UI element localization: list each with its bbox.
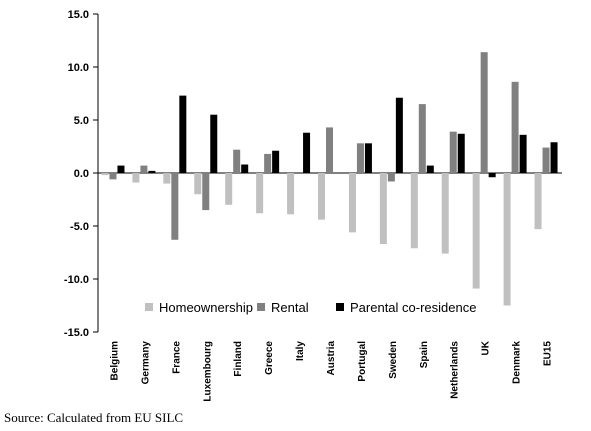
bar-parental-co-residence-france — [179, 95, 187, 173]
bar-rental-germany — [140, 165, 148, 173]
bar-parental-co-residence-denmark — [519, 134, 527, 173]
x-category-label: Netherlands — [450, 341, 461, 399]
bar-homeownership-uk — [472, 173, 480, 289]
legend-label: Parental co-residence — [350, 300, 476, 315]
bar-parental-co-residence-finland — [241, 164, 249, 173]
bar-parental-co-residence-sweden — [395, 97, 403, 173]
x-category-label: Italy — [295, 341, 306, 361]
bar-rental-luxembourg — [202, 173, 210, 211]
bar-parental-co-residence-luxembourg — [210, 114, 218, 173]
bar-parental-co-residence-uk — [488, 173, 496, 178]
legend-label: Homeownership — [159, 300, 253, 315]
x-axis-categories: Belgium Germany France Luxembourg Finland Gre… — [109, 340, 553, 401]
source-note: Source: Calculated from EU SILC — [4, 410, 184, 425]
bar-parental-co-residence-eu15 — [550, 142, 558, 173]
bar-homeownership-netherlands — [441, 173, 449, 254]
bar-rental-sweden — [387, 173, 395, 182]
x-category-label: Luxembourg — [202, 341, 213, 402]
bar-parental-co-residence-netherlands — [457, 133, 465, 173]
bar-rental-eu15 — [542, 147, 550, 173]
y-tick-label: -5.0 — [70, 221, 89, 233]
bar-rental-belgium — [109, 173, 117, 180]
x-category-label: Spain — [419, 341, 430, 368]
y-tick-label: 15.0 — [68, 9, 89, 21]
bar-chart: 15.0 10.0 5.0 0.0 -5.0 -10.0 -15.0 Belgium Germ… — [64, 9, 562, 402]
bar-rental-denmark — [511, 81, 519, 173]
bar-homeownership-germany — [132, 173, 140, 183]
x-category-label: Portugal — [357, 341, 368, 382]
bar-homeownership-france — [163, 173, 171, 184]
bar-parental-co-residence-spain — [426, 165, 434, 173]
bar-rental-greece — [264, 153, 272, 173]
bar-rental-austria — [326, 127, 333, 173]
bar-homeownership-spain — [410, 173, 418, 249]
y-tick-label: -15.0 — [64, 327, 89, 339]
x-category-label: Austria — [326, 341, 337, 376]
bar-homeownership-greece — [256, 173, 264, 214]
bar-parental-co-residence-italy — [303, 132, 311, 173]
bar-homeownership-italy — [287, 173, 295, 215]
bar-rental-netherlands — [449, 131, 457, 173]
chart-legend: Homeownership Rental Parental co-residence — [145, 300, 476, 315]
bar-rental-portugal — [356, 143, 364, 173]
chart-bars — [101, 52, 558, 306]
bar-parental-co-residence-germany — [148, 170, 156, 173]
legend-label: Rental — [271, 300, 309, 315]
bar-homeownership-luxembourg — [194, 173, 202, 195]
bar-homeownership-portugal — [348, 173, 356, 233]
x-category-label: France — [171, 341, 182, 374]
x-category-label: Greece — [264, 341, 275, 375]
x-category-label: Finland — [233, 341, 244, 377]
bar-homeownership-austria — [318, 173, 325, 220]
bar-homeownership-denmark — [503, 173, 511, 306]
x-category-label: EU15 — [543, 341, 554, 366]
bar-homeownership-sweden — [379, 173, 387, 245]
bar-homeownership-finland — [225, 173, 233, 205]
x-category-label: UK — [481, 340, 492, 355]
bar-rental-finland — [233, 149, 241, 173]
bar-parental-co-residence-belgium — [117, 165, 125, 173]
x-category-label: Sweden — [388, 341, 399, 379]
bar-homeownership-eu15 — [534, 173, 542, 230]
y-tick-label: 5.0 — [74, 115, 89, 127]
bar-rental-spain — [418, 104, 426, 173]
bar-parental-co-residence-greece — [272, 150, 280, 173]
y-axis-ticks: 15.0 10.0 5.0 0.0 -5.0 -10.0 -15.0 — [64, 9, 98, 339]
legend-swatch — [145, 303, 153, 311]
y-tick-label: 0.0 — [74, 168, 89, 180]
bar-parental-co-residence-portugal — [364, 143, 372, 173]
x-category-label: Denmark — [512, 341, 523, 384]
x-category-label: Germany — [140, 341, 151, 385]
legend-swatch — [336, 303, 344, 311]
legend-swatch — [257, 303, 265, 311]
x-category-label: Belgium — [109, 341, 120, 381]
bar-rental-france — [171, 173, 179, 240]
bar-rental-uk — [480, 52, 488, 173]
y-tick-label: 10.0 — [68, 62, 89, 74]
y-tick-label: -10.0 — [64, 274, 89, 286]
bar-homeownership-belgium — [101, 173, 109, 176]
